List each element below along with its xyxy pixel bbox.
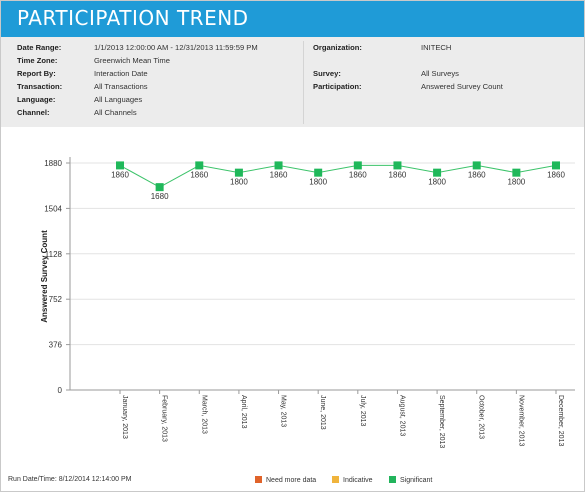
data-label: 1800 <box>507 178 525 187</box>
data-point <box>274 161 283 170</box>
filter-value: All Channels <box>94 108 137 117</box>
series-line <box>119 164 557 188</box>
footer: Run Date/Time: 8/12/2014 12:14:00 PM Nee… <box>0 476 585 490</box>
filter-value: INITECH <box>421 43 452 52</box>
legend-label: Need more data <box>266 477 317 484</box>
data-point <box>433 168 442 177</box>
legend-significant: Significant <box>389 476 432 484</box>
filter-value: All Languages <box>94 95 143 104</box>
filter-label: Transaction: <box>17 82 63 91</box>
legend-label: Significant <box>400 477 433 484</box>
legend-need-more-data: Need more data <box>255 476 316 484</box>
data-label: 1860 <box>547 170 565 179</box>
y-axis-label: Answered Survey Count <box>40 230 49 323</box>
x-tick-label: October, 2013 <box>478 395 485 439</box>
data-label: 1860 <box>349 170 367 179</box>
data-label: 1860 <box>468 170 486 179</box>
filter-label: Survey: <box>313 69 341 78</box>
data-point <box>393 161 402 170</box>
filters-panel: Date Range: 1/1/2013 12:00:00 AM - 12/31… <box>1 37 584 127</box>
x-tick-label: September, 2013 <box>438 395 445 448</box>
y-tick-label: 1504 <box>44 204 62 213</box>
data-point <box>552 161 560 170</box>
x-tick-label: December, 2013 <box>557 395 564 446</box>
data-label: 1800 <box>428 178 446 187</box>
data-point <box>195 161 204 170</box>
filter-label: Report By: <box>17 69 56 78</box>
data-label: 1860 <box>389 170 407 179</box>
data-label: 1680 <box>151 192 169 201</box>
filter-label: Time Zone: <box>17 56 58 65</box>
data-point <box>234 168 243 177</box>
data-label: 1860 <box>270 170 288 179</box>
page-title: PARTICIPATION TREND <box>17 6 249 30</box>
x-tick-label: June, 2013 <box>319 395 326 430</box>
y-tick-label: 752 <box>49 295 63 304</box>
filter-label: Participation: <box>313 82 362 91</box>
data-point <box>155 183 164 192</box>
data-point <box>353 161 362 170</box>
title-bar: PARTICIPATION TREND <box>1 1 584 37</box>
x-tick-label: July, 2013 <box>359 395 366 426</box>
x-tick-label: March, 2013 <box>200 395 207 434</box>
filter-value: Greenwich Mean Time <box>94 56 170 65</box>
filters-divider <box>303 41 304 124</box>
filter-value: All Surveys <box>421 69 459 78</box>
filter-label: Channel: <box>17 108 50 117</box>
x-tick-label: November, 2013 <box>517 395 524 446</box>
filter-value: Answered Survey Count <box>421 82 503 91</box>
y-tick-label: 376 <box>49 341 63 350</box>
data-point <box>314 168 323 177</box>
y-tick-label: 1880 <box>44 159 62 168</box>
x-tick-label: April, 2013 <box>240 395 247 429</box>
data-label: 1800 <box>309 178 327 187</box>
data-point <box>512 168 521 177</box>
filter-value: All Transactions <box>94 82 148 91</box>
legend-swatch-indicative <box>332 476 339 483</box>
y-tick-label: 0 <box>58 386 63 395</box>
data-label: 1860 <box>111 170 129 179</box>
filter-label: Language: <box>17 95 56 104</box>
data-label: 1860 <box>190 170 208 179</box>
legend-swatch-significant <box>389 476 396 483</box>
filter-label: Date Range: <box>17 43 62 52</box>
filter-value: Interaction Date <box>94 69 148 78</box>
x-tick-label: August, 2013 <box>398 395 405 436</box>
run-date-text: Run Date/Time: 8/12/2014 12:14:00 PM <box>8 476 132 483</box>
legend-label: Indicative <box>343 477 373 484</box>
x-tick-label: January, 2013 <box>121 395 128 439</box>
filter-value: 1/1/2013 12:00:00 AM - 12/31/2013 11:59:… <box>94 43 258 52</box>
y-tick-label: 1128 <box>45 250 63 259</box>
data-point <box>116 161 124 170</box>
x-tick-label: May, 2013 <box>280 395 287 427</box>
legend-indicative: Indicative <box>332 476 373 484</box>
data-label: 1800 <box>230 178 248 187</box>
filter-label: Organization: <box>313 43 362 52</box>
participation-trend-chart: 0 376 752 1128 1504 1880 Answered Survey Count… <box>40 157 575 448</box>
legend-swatch-need-more-data <box>255 476 262 483</box>
x-tick-label: February, 2013 <box>161 395 168 442</box>
data-point <box>472 161 481 170</box>
